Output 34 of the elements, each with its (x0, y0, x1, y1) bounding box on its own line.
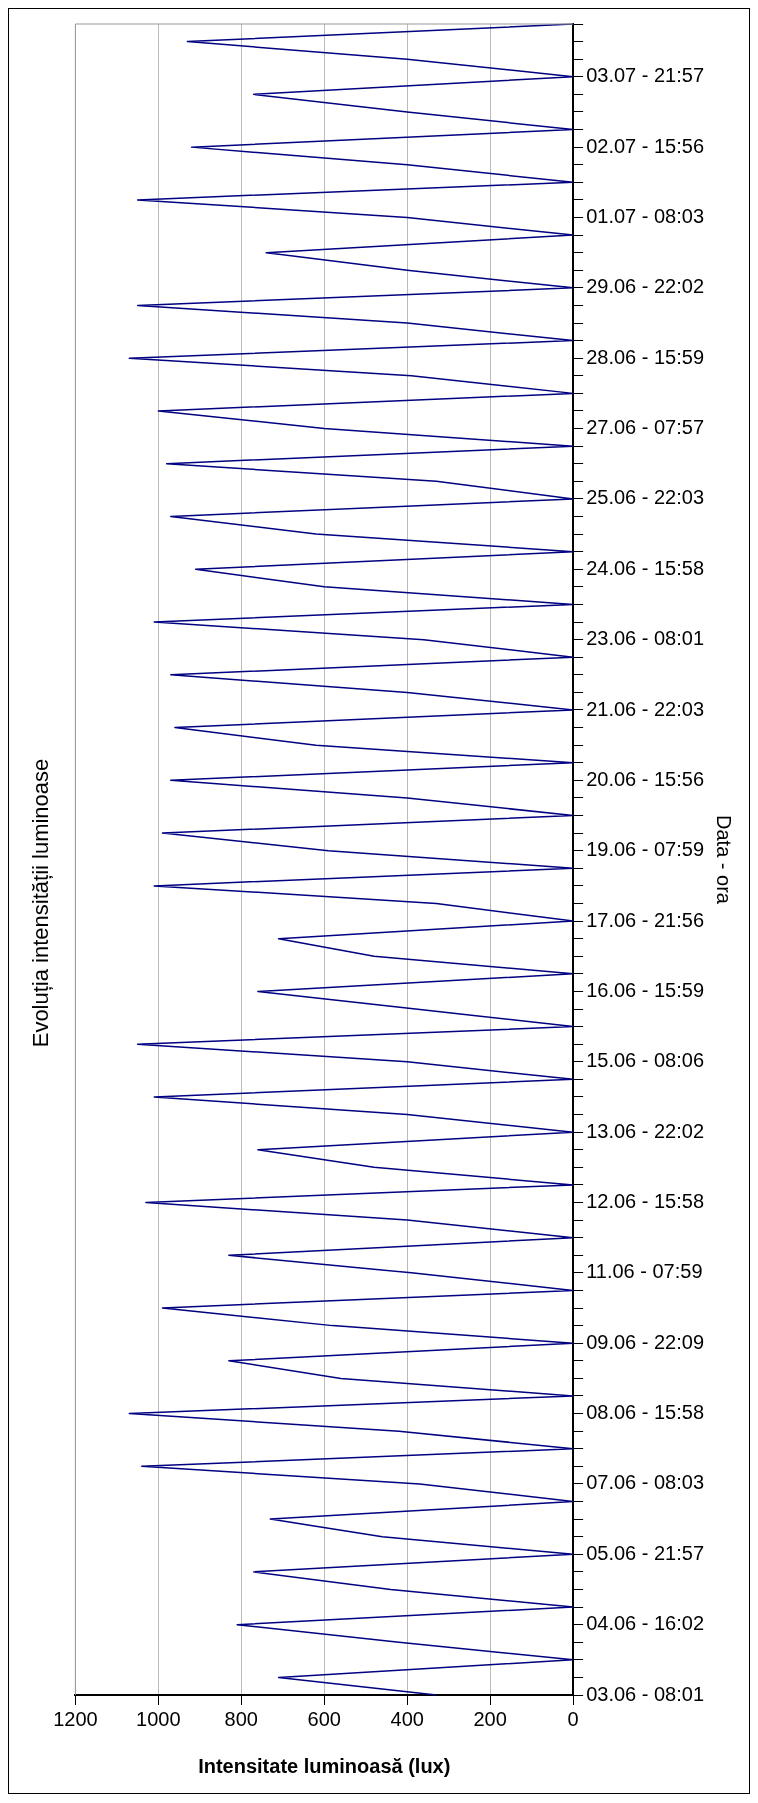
y-tick-label: 16.06 - 15:59 (586, 978, 704, 1001)
x-tick-label: 0 (567, 1707, 579, 1730)
y-tick-label: 19.06 - 07:59 (586, 838, 704, 861)
y-tick-label: 05.06 - 21:57 (586, 1541, 704, 1564)
y-tick-label: 01.07 - 08:03 (586, 205, 704, 227)
y-axis-title: Data - ora (713, 815, 736, 905)
y-tick-label: 23.06 - 08:01 (586, 627, 704, 650)
text: Evoluția intensității luminoase (28, 758, 54, 1048)
y-tick-label: 03.06 - 08:01 (586, 1682, 704, 1705)
y-tick-label: 07.06 - 08:03 (586, 1471, 704, 1494)
y-tick-label: 11.06 - 07:59 (586, 1260, 703, 1283)
y-tick-label: 15.06 - 08:06 (586, 1049, 704, 1072)
y-tick-label: 04.06 - 16:02 (586, 1612, 704, 1635)
y-tick-label: 12.06 - 15:58 (586, 1190, 704, 1213)
x-tick-label: 1200 (53, 1707, 98, 1730)
y-tick-label: 09.06 - 22:09 (586, 1330, 704, 1353)
y-tick-label: 27.06 - 07:57 (586, 416, 704, 439)
x-tick-label: 200 (473, 1707, 507, 1730)
x-axis-title: Intensitate luminoasă (lux) (198, 1754, 451, 1777)
y-tick-label: 13.06 - 22:02 (586, 1119, 704, 1142)
y-tick-label: 02.07 - 15:56 (586, 134, 704, 157)
y-tick-label: 17.06 - 21:56 (586, 908, 704, 931)
y-tick-label: 29.06 - 22:02 (586, 275, 704, 298)
x-tick-label: 800 (224, 1707, 258, 1730)
x-tick-label: 600 (307, 1707, 341, 1730)
x-tick-label: 400 (390, 1707, 424, 1730)
y-tick-label: 03.07 - 21:57 (586, 64, 704, 87)
y-tick-label: 28.06 - 15:59 (586, 345, 704, 368)
x-tick-label: 1000 (136, 1707, 181, 1730)
y-tick-label: 08.06 - 15:58 (586, 1401, 704, 1424)
y-tick-label: 21.06 - 22:03 (586, 697, 704, 720)
y-tick-label: 25.06 - 22:03 (586, 486, 704, 509)
y-tick-label: 24.06 - 15:58 (586, 556, 704, 579)
y-tick-label: 20.06 - 15:56 (586, 767, 704, 790)
